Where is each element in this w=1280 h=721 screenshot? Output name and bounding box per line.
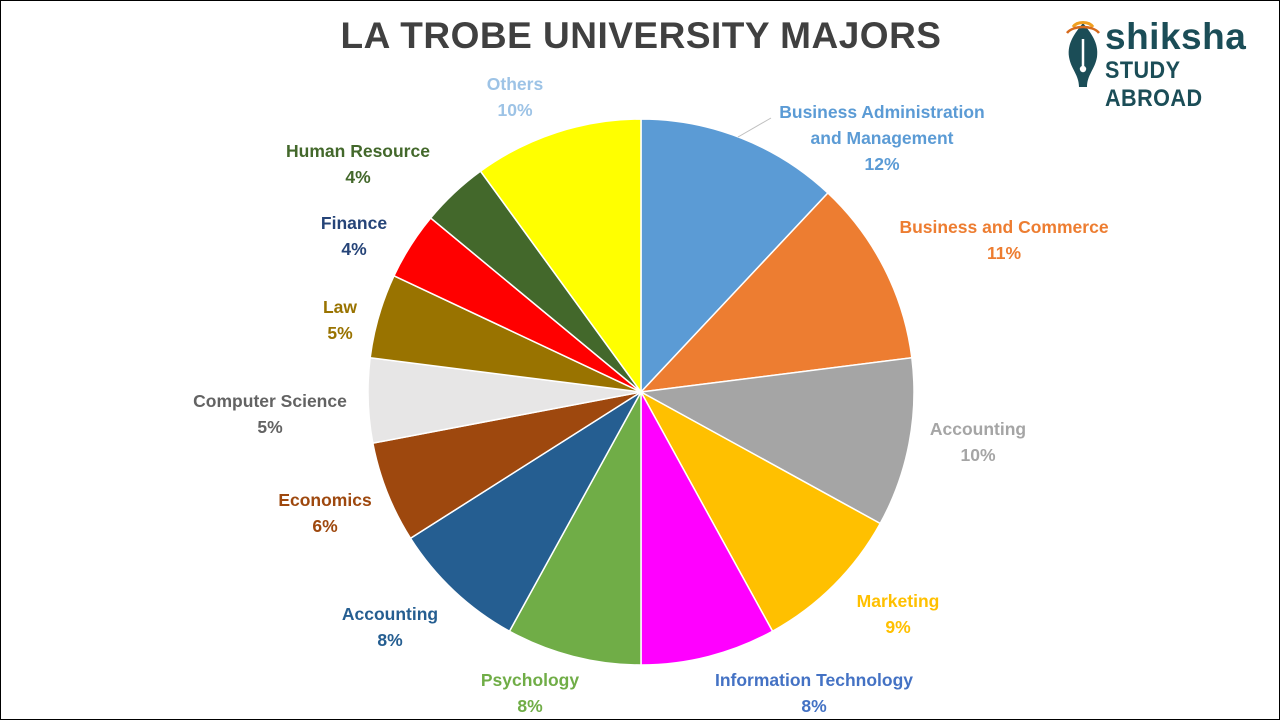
slice-label-percent: 4%	[345, 167, 371, 187]
slice-label-name: Information Technology	[714, 670, 914, 690]
slice-label-name: and Management	[810, 128, 954, 148]
pie-slice-marketing-3	[639, 390, 882, 633]
pen-nib-icon	[1066, 21, 1100, 87]
slice-label-0: Business Administration and Management 12%	[779, 99, 985, 177]
slice-label-3: Marketing 9%	[857, 588, 940, 640]
logo-subtitle: STUDY ABROAD	[1105, 57, 1203, 112]
pie-slice-information-technology-4	[640, 391, 774, 666]
pie-slice-psychology-5	[508, 391, 642, 666]
slice-label-10: Finance 4%	[321, 210, 387, 262]
slice-label-name: Others	[486, 74, 544, 94]
slice-label-name: Business and Commerce	[899, 217, 1109, 237]
slice-label-name: Accounting	[929, 419, 1027, 439]
slice-label-percent: 9%	[885, 617, 911, 637]
slice-label-name: Human Resource	[286, 141, 430, 161]
slice-label-1: Business and Commerce 11%	[899, 214, 1108, 266]
slice-label-percent: 8%	[517, 696, 543, 716]
leader-line	[737, 117, 772, 138]
slice-label-7: Economics 6%	[278, 487, 371, 539]
logo-text: shiksha STUDY ABROAD	[1105, 17, 1266, 113]
pie-slice-business-and-commerce-1	[639, 191, 913, 394]
slice-label-name: Business Administration	[779, 102, 985, 122]
slice-label-name: Psychology	[480, 670, 580, 690]
slice-label-name: Accounting	[341, 604, 439, 624]
slice-label-name: Law	[322, 297, 358, 317]
pie-slice-accounting-6	[409, 391, 642, 633]
slice-label-percent: 8%	[801, 696, 827, 716]
slice-label-name: Computer Science	[193, 391, 347, 411]
slice-label-6: Accounting 8%	[342, 601, 438, 653]
slice-label-4: Information Technology 8%	[715, 667, 913, 719]
pie-slice-others-12	[479, 118, 642, 395]
slice-label-name: Marketing	[856, 591, 940, 611]
slice-label-percent: 5%	[257, 417, 283, 437]
slice-label-percent: 12%	[864, 154, 900, 174]
slice-label-2: Accounting 10%	[930, 416, 1026, 468]
slice-label-percent: 11%	[986, 243, 1022, 263]
slice-label-12: Others 10%	[487, 71, 543, 123]
pie-slice-business-administration-and-management-0	[640, 118, 829, 394]
slice-label-percent: 10%	[960, 445, 996, 465]
slice-label-11: Human Resource 4%	[286, 138, 430, 190]
logo-brand: shiksha	[1105, 16, 1247, 57]
pie-slice-accounting-2	[638, 356, 915, 525]
slice-label-percent: 5%	[327, 323, 353, 343]
slice-label-percent: 4%	[341, 239, 367, 259]
chart-title: LA TROBE UNIVERSITY MAJORS	[340, 15, 942, 56]
slice-label-percent: 8%	[377, 630, 403, 650]
slice-label-percent: 10%	[497, 100, 533, 120]
shiksha-logo: shiksha STUDY ABROAD	[1061, 17, 1266, 112]
slice-label-8: Computer Science 5%	[193, 388, 347, 440]
slice-label-9: Law 5%	[323, 294, 357, 346]
slice-label-name: Finance	[320, 213, 388, 233]
slice-label-name: Economics	[278, 490, 372, 510]
slice-label-percent: 6%	[312, 516, 338, 536]
slice-label-5: Psychology 8%	[481, 667, 579, 719]
